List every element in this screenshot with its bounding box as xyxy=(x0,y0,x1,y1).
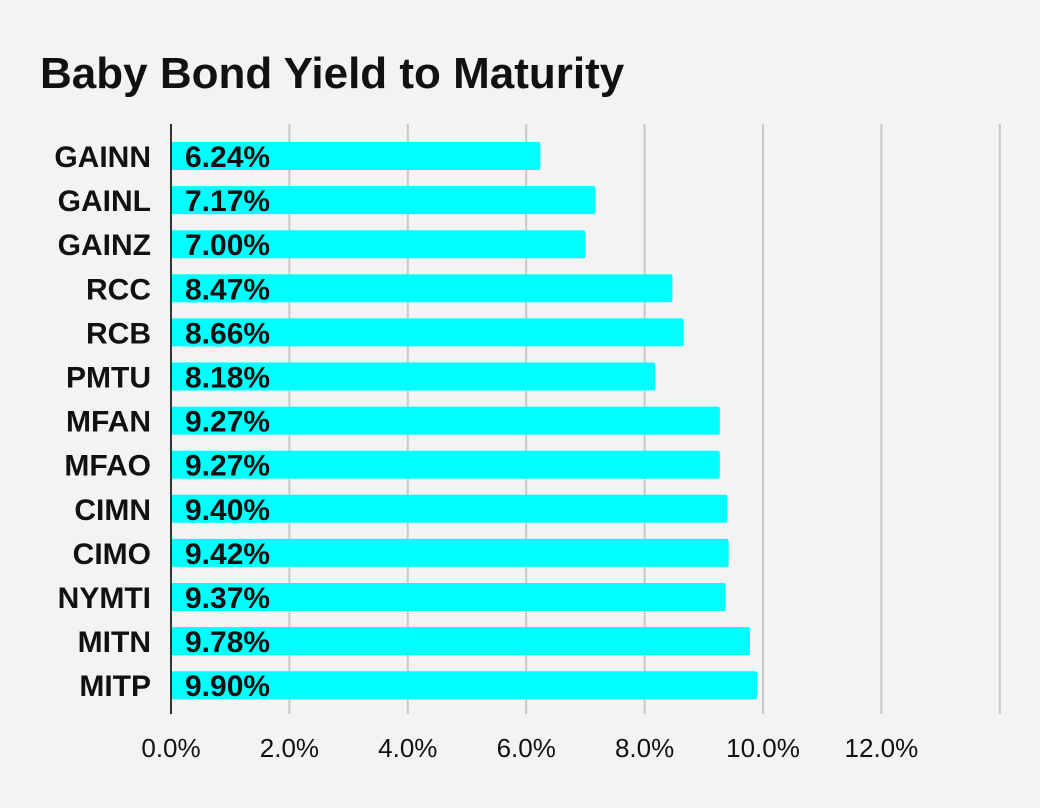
data-label: 6.24% xyxy=(185,141,270,174)
chart-title: Baby Bond Yield to Maturity xyxy=(40,49,625,98)
data-labels: 6.24% 7.17% 7.00% 8.47% 8.66% 8.18% 9.27% 9.27%… xyxy=(182,138,273,706)
category-labels: GAINN GAINL GAINZ RCC RCB PMTU MFAN MFAO CIMN CIM… xyxy=(54,141,151,703)
category-label: PMTU xyxy=(66,362,151,395)
x-tick-label: 6.0% xyxy=(497,733,556,763)
data-label: 7.17% xyxy=(185,185,270,218)
category-label: RCC xyxy=(86,273,151,306)
x-tick-label: 0.0% xyxy=(141,733,200,763)
data-label: 9.78% xyxy=(185,626,270,659)
x-tick-label: 2.0% xyxy=(260,733,319,763)
bar xyxy=(171,142,541,170)
bar xyxy=(171,186,596,215)
bar xyxy=(171,362,656,391)
bar xyxy=(171,274,673,303)
data-label: 9.40% xyxy=(185,494,270,527)
data-label: 9.42% xyxy=(185,538,270,571)
category-label: CIMO xyxy=(73,538,151,571)
category-label: MFAN xyxy=(66,406,151,439)
category-label: CIMN xyxy=(74,494,151,527)
data-label: 8.66% xyxy=(185,317,270,350)
category-label: GAINN xyxy=(54,141,151,174)
bars xyxy=(171,142,758,700)
x-tick-label: 8.0% xyxy=(615,733,674,763)
category-label: RCB xyxy=(86,317,151,350)
category-label: MITN xyxy=(78,626,151,659)
data-label: 9.37% xyxy=(185,582,270,615)
data-label: 9.27% xyxy=(185,450,270,483)
bar xyxy=(171,230,586,259)
x-tick-label: 10.0% xyxy=(726,733,800,763)
data-label: 9.90% xyxy=(185,670,270,703)
category-label: NYMTI xyxy=(58,582,151,615)
bar xyxy=(171,627,750,656)
category-label: GAINL xyxy=(58,185,151,218)
bar xyxy=(171,538,729,567)
x-tick-label: 4.0% xyxy=(378,733,437,763)
data-label: 8.18% xyxy=(185,362,270,395)
bar xyxy=(171,450,720,479)
bar xyxy=(171,671,758,700)
bar xyxy=(171,318,684,347)
data-label: 9.27% xyxy=(185,406,270,439)
bar xyxy=(171,494,728,523)
x-tick-label: 12.0% xyxy=(845,733,919,763)
x-tick-labels: 0.0% 2.0% 4.0% 6.0% 8.0% 10.0% 12.0% xyxy=(141,733,918,763)
category-label: MFAO xyxy=(64,450,151,483)
data-label: 8.47% xyxy=(185,273,270,306)
bar xyxy=(171,583,726,611)
category-label: GAINZ xyxy=(58,229,151,262)
category-label: MITP xyxy=(79,670,151,703)
data-label: 7.00% xyxy=(185,229,270,262)
bar xyxy=(171,406,720,435)
